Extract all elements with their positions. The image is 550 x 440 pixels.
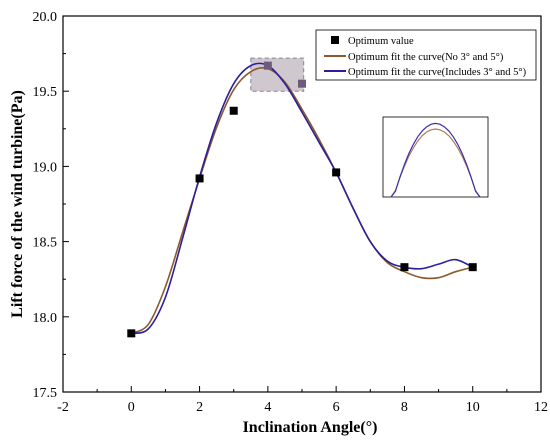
data-point: [195, 174, 204, 183]
legend: Optimum value Optimum fit the curve(No 3…: [315, 29, 537, 81]
legend-label-includes-3-5: Optimum fit the curve(Includes 3° and 5°…: [348, 67, 527, 78]
inset-curve-includes-3-5: [390, 122, 481, 198]
y-tick-label: 20.0: [33, 10, 58, 25]
data-point: [298, 79, 306, 88]
data-point: [127, 329, 136, 338]
inset-curve-no-3-5: [390, 128, 481, 198]
y-tick-label: 19.5: [33, 85, 58, 100]
x-axis-ticks: -2 0 2 4 6 8 10 12: [57, 386, 548, 415]
x-tick-label: 8: [401, 400, 408, 415]
y-tick-label: 17.5: [33, 386, 58, 401]
x-tick-label: -2: [57, 400, 69, 415]
legend-label-no-3-5: Optimum fit the curve(No 3° and 5°): [348, 52, 504, 63]
x-tick-label: 10: [466, 400, 480, 415]
x-tick-label: 0: [128, 400, 135, 415]
series-line-2: [131, 62, 474, 335]
legend-box: [315, 29, 537, 81]
x-tick-label: 4: [264, 400, 271, 415]
x-axis-title: Inclination Angle(°): [243, 419, 378, 436]
legend-label-optimum-value: Optimum value: [348, 36, 414, 47]
inset-zoom: [382, 116, 489, 198]
data-point: [332, 168, 341, 177]
data-point: [400, 263, 409, 272]
x-tick-label: 2: [196, 400, 203, 415]
data-point: [229, 106, 238, 115]
x-tick-label: 12: [534, 400, 548, 415]
series-line-1: [130, 67, 473, 335]
y-axis-title: Lift force of the wind turbine(Pa): [9, 90, 26, 318]
y-tick-label: 18.0: [33, 311, 58, 326]
y-tick-label: 18.5: [33, 236, 58, 251]
x-tick-label: 6: [333, 400, 340, 415]
y-tick-label: 19.0: [33, 160, 58, 175]
data-point: [263, 61, 272, 70]
inset-frame: [382, 116, 489, 198]
data-point: [468, 263, 477, 272]
y-axis-ticks: 17.5 18.0 18.5 19.0 19.5 20.0: [33, 10, 69, 401]
series-layer: [127, 61, 477, 338]
legend-marker-optimum-value: [331, 36, 339, 44]
